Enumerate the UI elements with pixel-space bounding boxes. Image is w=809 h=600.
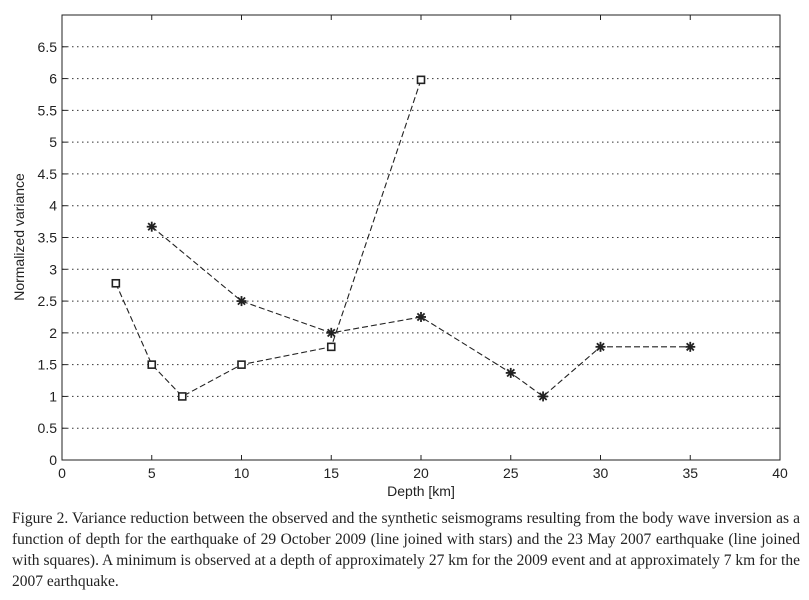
square-marker <box>147 360 157 369</box>
star-marker <box>416 311 426 322</box>
x-tick-label: 25 <box>503 465 519 481</box>
square-marker <box>326 342 336 352</box>
y-tick-label: 0.5 <box>38 420 58 436</box>
star-marker <box>146 221 157 232</box>
x-tick-label: 10 <box>234 465 250 481</box>
variance-chart: 0 0.5 1 1.5 2 2.5 3 3.5 4 4.5 5 5.5 6 6.5 0 5 10 15 20 25 30… <box>11 14 788 499</box>
y-tick-label: 0 <box>49 452 57 468</box>
series-2-line <box>115 79 422 398</box>
y-tick-label: 6 <box>49 71 57 87</box>
x-tick-label: 0 <box>58 465 66 481</box>
series-1-line <box>151 226 691 398</box>
square-marker <box>111 278 121 288</box>
star-marker <box>685 341 696 352</box>
x-tick-label: 20 <box>413 465 429 481</box>
y-tick-label: 3 <box>49 261 57 277</box>
star-marker <box>538 391 549 402</box>
square-marker <box>177 392 187 401</box>
x-tick-label: 35 <box>682 465 698 481</box>
y-tick-label: 1.5 <box>38 357 58 373</box>
y-tick-label: 6.5 <box>38 39 58 55</box>
star-marker <box>595 341 606 352</box>
y-axis-title: Normalized variance <box>11 173 27 301</box>
y-tick-label: 4.5 <box>38 166 58 182</box>
square-marker <box>237 360 246 369</box>
star-marker <box>236 296 247 307</box>
y-tick-label: 2.5 <box>38 293 58 309</box>
y-tick-label: 5.5 <box>38 102 58 118</box>
x-axis-title: Depth [km] <box>387 483 455 499</box>
axes: 0 0.5 1 1.5 2 2.5 3 3.5 4 4.5 5 5.5 6 6.5 0 5 10 15 20 25 30… <box>38 15 788 481</box>
y-tick-label: 4 <box>49 198 57 214</box>
x-tick-label: 15 <box>323 465 339 481</box>
square-marker <box>416 75 426 85</box>
y-tick-label: 1 <box>49 388 57 404</box>
y-tick-label: 2 <box>49 325 57 341</box>
plot-area <box>62 15 780 460</box>
x-tick-label: 5 <box>148 465 156 481</box>
plot-frame <box>61 14 781 461</box>
figure-caption: Figure 2. Variance reduction between the… <box>12 510 800 590</box>
star-marker <box>326 327 337 338</box>
series-markers <box>111 75 696 402</box>
star-marker <box>505 367 516 378</box>
x-tick-label: 40 <box>772 465 788 481</box>
y-tick-label: 5 <box>49 134 57 150</box>
series-lines <box>115 79 691 398</box>
y-tick-label: 3.5 <box>38 230 58 246</box>
x-tick-label: 30 <box>593 465 609 481</box>
